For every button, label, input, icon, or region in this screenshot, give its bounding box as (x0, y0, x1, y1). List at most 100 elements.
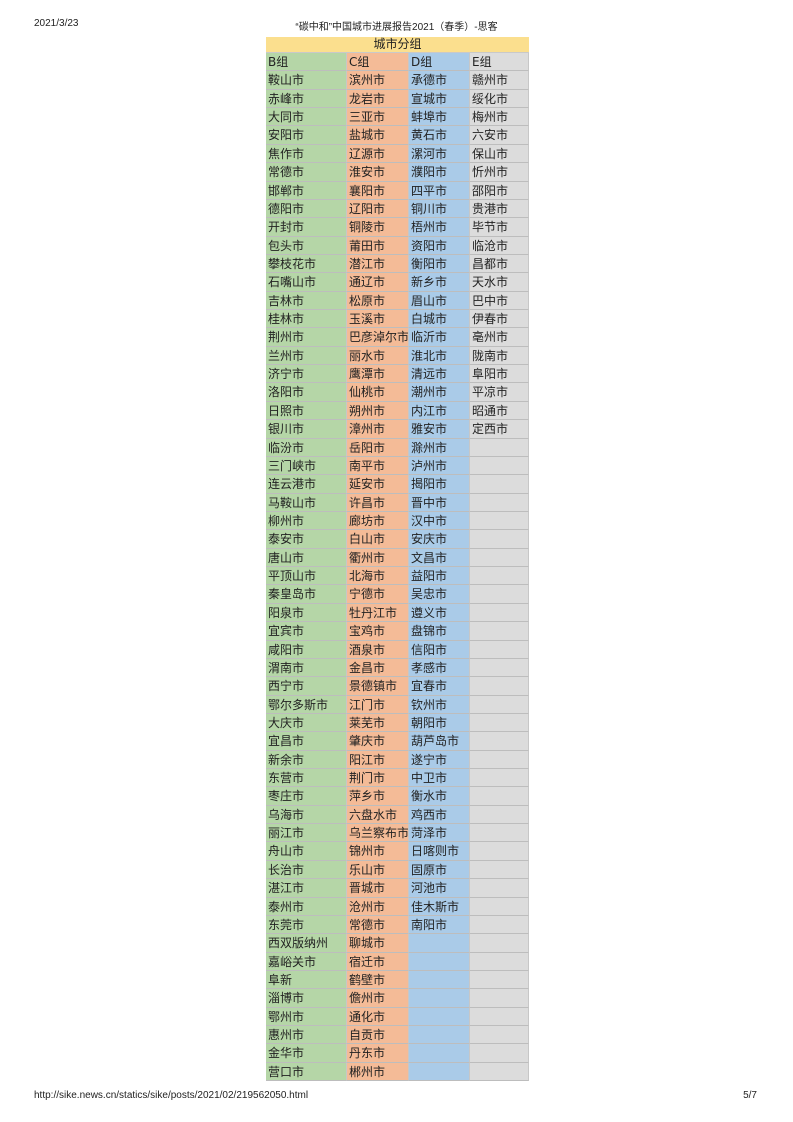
column-header-b: B组 (266, 53, 347, 72)
cell-group-c: 廊坊市 (347, 511, 409, 531)
cell-group-b: 平顶山市 (266, 567, 347, 586)
cell-group-e: 昌都市 (470, 254, 529, 274)
cell-group-e (470, 511, 529, 531)
cell-group-c: 衢州市 (347, 548, 409, 568)
cell-group-b: 渭南市 (266, 658, 347, 678)
cell-group-d: 泸州市 (409, 456, 470, 476)
cell-group-d: 白城市 (409, 310, 470, 329)
table-row: 吉林市 松原市 眉山市 巴中市 (266, 291, 529, 311)
cell-group-e: 巴中市 (470, 291, 529, 311)
cell-group-b: 兰州市 (266, 346, 347, 366)
cell-group-e (470, 713, 529, 733)
table-row: 东营市 荆门市 中卫市 (266, 769, 529, 788)
table-row: 西双版纳州 聊城市 (266, 934, 529, 953)
table-row: 邯郸市 襄阳市 四平市 邵阳市 (266, 181, 529, 200)
cell-group-e (470, 989, 529, 1008)
table-row: 惠州市 自贡市 (266, 1026, 529, 1045)
page-url: http://sike.news.cn/statics/sike/posts/2… (34, 1090, 309, 1101)
cell-group-e: 平凉市 (470, 383, 529, 402)
table-row: 鄂州市 通化市 (266, 1007, 529, 1027)
cell-group-d: 钦州市 (409, 695, 470, 714)
cell-group-c: 荆门市 (347, 769, 409, 788)
cell-group-d: 南阳市 (409, 915, 470, 935)
cell-group-d: 固原市 (409, 860, 470, 880)
cell-group-e (470, 438, 529, 457)
cell-group-b: 连云港市 (266, 475, 347, 494)
cell-group-d: 中卫市 (409, 769, 470, 788)
cell-group-e (470, 860, 529, 880)
cell-group-b: 唐山市 (266, 548, 347, 568)
table-row: 济宁市 鹰潭市 清远市 阜阳市 (266, 365, 529, 384)
table-body: 鞍山市 滨州市 承德市 赣州市 赤峰市 龙岩市 宣城市 绥化市 大同市 三亚市 蚌埠市 梅州市 安阳市盐… (266, 71, 529, 1082)
cell-group-e (470, 732, 529, 751)
cell-group-c: 龙岩市 (347, 89, 409, 109)
cell-group-b: 开封市 (266, 218, 347, 237)
cell-group-d: 菏泽市 (409, 824, 470, 843)
cell-group-e (470, 897, 529, 916)
cell-group-e: 阜阳市 (470, 365, 529, 384)
cell-group-d: 遂宁市 (409, 750, 470, 770)
cell-group-c: 鹰潭市 (347, 365, 409, 384)
cell-group-b: 洛阳市 (266, 383, 347, 402)
cell-group-b: 鄂尔多斯市 (266, 695, 347, 714)
cell-group-c: 锦州市 (347, 842, 409, 861)
cell-group-b: 惠州市 (266, 1026, 347, 1045)
cell-group-b: 湛江市 (266, 879, 347, 898)
cell-group-e (470, 952, 529, 971)
cell-group-b: 临汾市 (266, 438, 347, 457)
cell-group-d: 铜川市 (409, 199, 470, 219)
cell-group-b: 银川市 (266, 420, 347, 439)
cell-group-e: 亳州市 (470, 328, 529, 347)
cell-group-e: 赣州市 (470, 71, 529, 90)
cell-group-c: 常德市 (347, 915, 409, 935)
table-row: 唐山市 衢州市 文昌市 (266, 548, 529, 568)
table-row: 马鞍山市 许昌市 晋中市 (266, 493, 529, 512)
cell-group-c: 儋州市 (347, 989, 409, 1008)
cell-group-e (470, 769, 529, 788)
cell-group-c: 牡丹江市 (347, 603, 409, 623)
cell-group-c: 北海市 (347, 567, 409, 586)
table-row: 鞍山市 滨州市 承德市 赣州市 (266, 71, 529, 90)
column-header-row: B组 C组 D组 E组 (266, 53, 529, 72)
cell-group-c: 宝鸡市 (347, 622, 409, 641)
cell-group-c: 延安市 (347, 475, 409, 494)
cell-group-b: 长治市 (266, 860, 347, 880)
cell-group-b: 柳州市 (266, 511, 347, 531)
table-row: 兰州市 丽水市 淮北市 陇南市 (266, 346, 529, 366)
table-row: 大同市 三亚市 蚌埠市 梅州市 (266, 108, 529, 127)
table-row: 泰安市 白山市 安庆市 (266, 530, 529, 549)
cell-group-b: 大同市 (266, 108, 347, 127)
cell-group-d (409, 952, 470, 971)
column-header-c: C组 (347, 53, 409, 72)
table-row: 秦皇岛市 宁德市 吴忠市 (266, 585, 529, 604)
cell-group-d: 遵义市 (409, 603, 470, 623)
cell-group-e (470, 805, 529, 825)
cell-group-c: 乐山市 (347, 860, 409, 880)
cell-group-d: 黄石市 (409, 126, 470, 145)
table-row: 新余市 阳江市 遂宁市 (266, 750, 529, 770)
cell-group-e (470, 530, 529, 549)
table-row: 淄博市 儋州市 (266, 989, 529, 1008)
cell-group-c: 许昌市 (347, 493, 409, 512)
cell-group-b: 东营市 (266, 769, 347, 788)
cell-group-e (470, 970, 529, 990)
cell-group-e: 昭通市 (470, 401, 529, 421)
cell-group-b: 秦皇岛市 (266, 585, 347, 604)
cell-group-c: 玉溪市 (347, 310, 409, 329)
cell-group-d: 河池市 (409, 879, 470, 898)
table-row: 石嘴山市 通辽市 新乡市 天水市 (266, 273, 529, 292)
table-row: 常德市 淮安市 濮阳市 忻州市 (266, 163, 529, 182)
table-row: 湛江市 晋城市 河池市 (266, 879, 529, 898)
table-row: 阳泉市 牡丹江市 遵义市 (266, 603, 529, 623)
cell-group-b: 常德市 (266, 163, 347, 182)
cell-group-c: 漳州市 (347, 420, 409, 439)
cell-group-b: 金华市 (266, 1044, 347, 1063)
cell-group-c: 襄阳市 (347, 181, 409, 200)
cell-group-c: 辽源市 (347, 144, 409, 164)
cell-group-c: 六盘水市 (347, 805, 409, 825)
cell-group-d (409, 989, 470, 1008)
table-row: 乌海市 六盘水市 鸡西市 (266, 805, 529, 825)
cell-group-c: 松原市 (347, 291, 409, 311)
cell-group-c: 宁德市 (347, 585, 409, 604)
table-row: 东莞市 常德市 南阳市 (266, 915, 529, 935)
